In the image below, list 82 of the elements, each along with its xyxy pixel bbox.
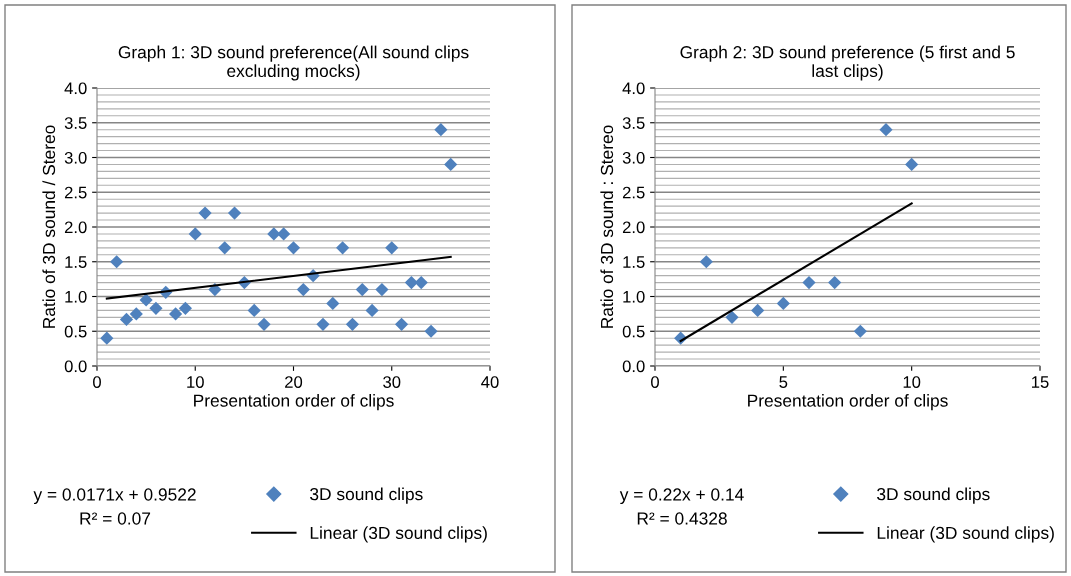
- chart-title: Graph 1: 3D sound preference(All sound clips excluding mocks): [118, 45, 469, 81]
- legend-label: 3D sound clips: [877, 487, 990, 504]
- y-tick-label: 1.0: [623, 290, 645, 303]
- point: [326, 296, 340, 311]
- point: [434, 123, 448, 137]
- point: [905, 157, 919, 172]
- x-tick-label: 30: [383, 376, 401, 388]
- point: [178, 301, 193, 315]
- point: [444, 157, 458, 172]
- point: [336, 241, 350, 255]
- point: [227, 206, 242, 220]
- x-tick-label: 40: [481, 376, 499, 388]
- y-tick-label: 2.5: [64, 186, 87, 199]
- point: [286, 241, 301, 255]
- x-tick-label: 0: [651, 376, 659, 388]
- x-axis-title: Presentation order of clips: [194, 394, 394, 411]
- point: [853, 324, 867, 338]
- point: [218, 241, 232, 255]
- point: [776, 296, 790, 311]
- point: [725, 310, 739, 324]
- point: [385, 241, 399, 255]
- point: [139, 293, 153, 307]
- point: [247, 303, 261, 317]
- point: [365, 303, 379, 317]
- point: [129, 307, 143, 321]
- chart-title: Graph 2: 3D sound preference (5 first and 5 last clips): [680, 45, 1015, 81]
- x-tick-label: 10: [903, 376, 921, 388]
- point: [404, 276, 418, 290]
- y-tick-label: 0.0: [622, 360, 645, 373]
- y-axis-title: Ratio of 3D sound / Stereo: [42, 125, 56, 328]
- legend-label: Linear (3D sound clips): [310, 526, 487, 543]
- y-axis-title: Ratio of 3D sound : Stereo: [600, 125, 614, 328]
- point: [100, 331, 114, 345]
- legend-label: 3D sound clips: [310, 487, 423, 504]
- y-tick-label: 4.0: [64, 82, 87, 95]
- point: [110, 255, 124, 269]
- point: [198, 206, 212, 220]
- y-tick-label: 4.0: [622, 82, 645, 95]
- y-tick-label: 0.0: [64, 360, 87, 373]
- point: [188, 227, 202, 241]
- x-axis-title: Presentation order of clips: [748, 394, 948, 411]
- point: [355, 282, 369, 297]
- y-tick-label: 1.5: [623, 256, 645, 268]
- text: y = 0.22x + 0.14: [619, 488, 744, 505]
- point: [424, 324, 438, 338]
- point: [277, 227, 291, 241]
- y-tick-label: 3.5: [64, 117, 87, 129]
- point: [345, 317, 360, 331]
- y-tick-label: 3.0: [622, 151, 645, 164]
- x-tick-label: 15: [1032, 376, 1049, 388]
- point: [375, 282, 389, 297]
- text: R² = 0.07: [80, 512, 151, 525]
- point: [394, 317, 409, 331]
- point: [257, 317, 271, 331]
- y-tick-label: 1.0: [65, 290, 87, 303]
- point: [169, 307, 183, 321]
- x-tick-label: 5: [779, 376, 788, 388]
- point: [267, 227, 281, 241]
- x-tick-label: 10: [187, 376, 204, 388]
- y-tick-label: 0.5: [64, 325, 87, 338]
- text: y = 0.0171x + 0.9522: [33, 488, 196, 505]
- y-tick-label: 2.5: [622, 186, 645, 199]
- point: [414, 276, 428, 290]
- y-tick-label: 2.0: [64, 221, 87, 234]
- legend-label: Linear (3D sound clips): [877, 526, 1054, 543]
- point: [119, 312, 134, 327]
- point: [296, 282, 310, 297]
- point: [316, 317, 330, 331]
- x-tick-label: 0: [93, 376, 101, 388]
- point: [828, 276, 842, 290]
- y-tick-label: 1.5: [65, 256, 87, 268]
- y-tick-label: 3.0: [64, 151, 87, 164]
- point: [699, 255, 713, 269]
- text: R² = 0.4328: [637, 512, 727, 525]
- y-tick-label: 3.5: [622, 117, 645, 129]
- y-tick-label: 2.0: [622, 221, 645, 234]
- point: [879, 123, 893, 137]
- point: [802, 276, 816, 290]
- y-tick-label: 0.5: [622, 325, 645, 338]
- x-tick-label: 20: [285, 376, 303, 388]
- point: [751, 303, 765, 317]
- point: [149, 301, 163, 315]
